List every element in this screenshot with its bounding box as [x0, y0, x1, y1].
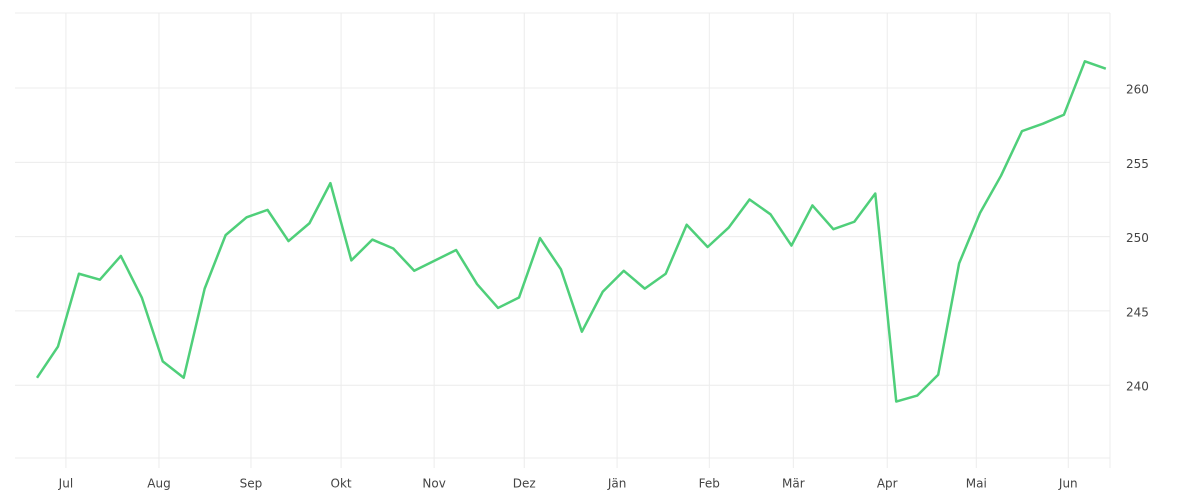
- x-tick-label: Nov: [422, 477, 445, 491]
- x-tick-label: Apr: [877, 477, 898, 491]
- y-tick-label: 250: [1126, 231, 1149, 245]
- x-tick-label: Jun: [1058, 477, 1078, 491]
- x-tick-label: Dez: [513, 477, 536, 491]
- y-tick-label: 245: [1126, 305, 1149, 319]
- y-tick-label: 240: [1126, 380, 1149, 394]
- x-tick-label: Feb: [699, 477, 720, 491]
- x-tick-label: Jän: [607, 477, 627, 491]
- x-tick-label: Jul: [58, 477, 73, 491]
- x-tick-label: Mai: [966, 477, 987, 491]
- y-tick-label: 255: [1126, 157, 1149, 171]
- x-tick-label: Mär: [782, 477, 805, 491]
- y-tick-label: 260: [1126, 83, 1149, 97]
- x-tick-label: Okt: [331, 477, 352, 491]
- series-line: [35, 60, 1107, 403]
- x-tick-label: Aug: [147, 477, 170, 491]
- x-tick-label: Sep: [240, 477, 263, 491]
